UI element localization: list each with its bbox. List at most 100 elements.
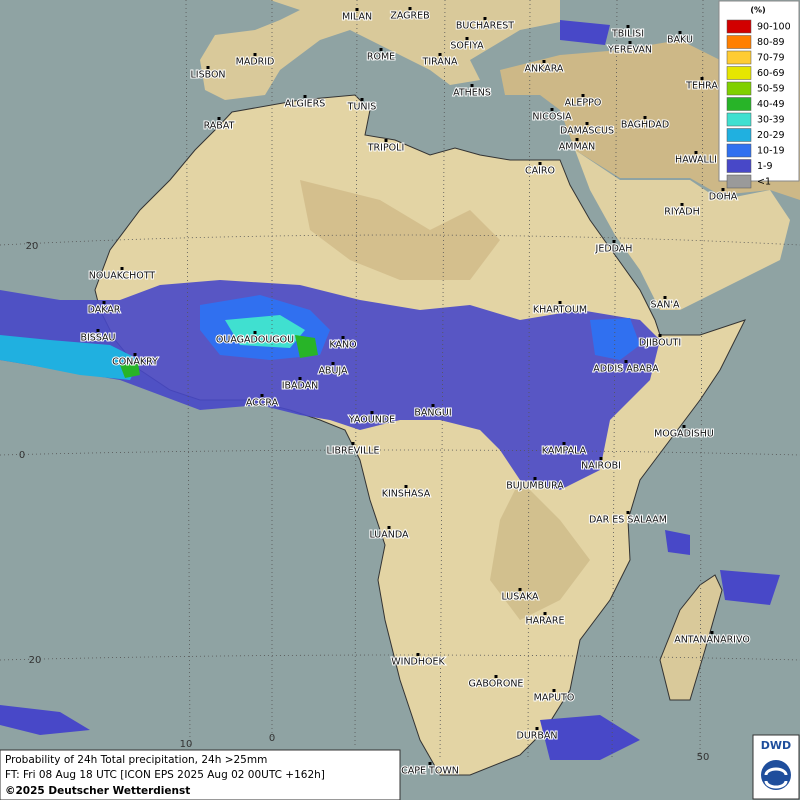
city-dot — [379, 48, 383, 51]
city-label: YEREVAN — [607, 45, 652, 56]
legend-swatch — [726, 66, 752, 80]
city-dot — [585, 122, 589, 125]
city-dot — [408, 7, 412, 10]
city-label: MAPUTO — [534, 693, 575, 704]
legend-label: 90-100 — [757, 22, 791, 33]
city-label: BANGUI — [414, 408, 451, 419]
logo-mark — [764, 767, 788, 789]
city-label: BISSAU — [80, 333, 115, 344]
city-dot — [624, 360, 628, 363]
legend-swatch — [726, 112, 752, 127]
footer-line: FT: Fri 08 Aug 18 UTC [ICON EPS 2025 Aug… — [5, 769, 325, 781]
legend-label: 70-79 — [757, 53, 785, 64]
city-label: DOHA — [709, 192, 738, 203]
precip-40-49 — [295, 335, 318, 358]
city-label: YAOUNDE — [348, 415, 395, 426]
city-dot — [120, 267, 124, 270]
city-dot — [721, 188, 725, 191]
city-dot — [428, 762, 432, 765]
city-label: MADRID — [236, 57, 275, 68]
arabia — [575, 150, 790, 310]
city-dot — [370, 411, 374, 414]
city-dot — [96, 329, 100, 332]
city-label: BAKU — [667, 35, 693, 46]
legend: 90-100 80-89 70-79 60-69 50-59 40-49 30-39 20-2… — [726, 19, 791, 189]
city-dot — [465, 37, 469, 40]
city-dot — [562, 442, 566, 445]
city-dot — [575, 138, 579, 141]
city-label: CAPE TOWN — [401, 766, 459, 777]
city-dot — [298, 377, 302, 380]
city-label: NICOSIA — [532, 112, 572, 123]
city-dot — [550, 108, 554, 111]
meridian — [611, 0, 618, 761]
legend-label: 30-39 — [757, 115, 785, 126]
city-dot — [102, 301, 106, 304]
city-dot — [663, 296, 667, 299]
city-label: MILAN — [342, 12, 372, 23]
city-label: ABUJA — [318, 366, 348, 377]
city-dot — [253, 331, 257, 334]
graticule — [0, 0, 800, 761]
lat-label: 20 — [26, 241, 39, 252]
city-label: ALEPPO — [565, 98, 602, 109]
city-dot — [533, 477, 537, 480]
legend-label: 1-9 — [757, 161, 773, 172]
city-dot — [552, 689, 556, 692]
legend-swatch — [726, 97, 752, 111]
city-dot — [599, 457, 603, 460]
city-dot — [558, 301, 562, 304]
city-label: BAGHDAD — [621, 120, 669, 131]
meridian — [185, 0, 191, 746]
footer-box — [0, 749, 401, 800]
city-dot — [431, 404, 435, 407]
relief — [300, 180, 500, 280]
city-dot — [542, 60, 546, 63]
city-label: TUNIS — [347, 102, 377, 113]
legend-label: 20-29 — [757, 130, 785, 141]
city-dot — [206, 66, 210, 69]
city-label: BUCHAREST — [456, 21, 514, 32]
precip-1-9 — [0, 280, 660, 490]
city-dot — [581, 94, 585, 97]
city-label: KINSHASA — [382, 489, 431, 500]
precip-1-9 — [560, 20, 610, 45]
city-label: LISBON — [190, 70, 225, 81]
city-dot — [694, 151, 698, 154]
city-label: ACCRA — [246, 398, 279, 409]
precipitation — [0, 20, 780, 760]
city-label: LUSAKA — [501, 592, 539, 603]
city-dot — [438, 53, 442, 56]
city-label: ZAGREB — [390, 11, 429, 22]
city-dot — [387, 526, 391, 529]
city-label: JEDDAH — [595, 244, 633, 255]
city-label: AMMAN — [559, 142, 596, 153]
precip-20-29 — [0, 335, 140, 380]
lon-label: 0 — [269, 733, 275, 744]
precip-30-39 — [225, 315, 305, 348]
labels: MILAN ZAGREB BUCHAREST TBILISI BAKU ROME SOFIY… — [19, 7, 751, 778]
parallel — [0, 449, 800, 456]
city-dot — [360, 98, 364, 101]
city-dot — [260, 394, 264, 397]
logo-mark — [761, 760, 791, 790]
city-label: DURBAN — [517, 731, 558, 742]
city-dot — [538, 162, 542, 165]
legend-label: <1 — [757, 177, 771, 188]
precip-10-19 — [590, 318, 640, 360]
meridian — [439, 0, 446, 761]
city-label: KAMPALA — [542, 446, 587, 457]
city-dot — [416, 653, 420, 656]
city-label: HAWALLI — [675, 155, 717, 166]
legend-swatch — [726, 174, 752, 189]
city-label: DAKAR — [88, 305, 121, 316]
precip-1-9 — [720, 570, 780, 605]
city-label: TRIPOLI — [367, 143, 405, 154]
meridian — [699, 0, 704, 761]
city-label: KHARTOUM — [533, 305, 587, 316]
precip-1-9 — [665, 530, 690, 555]
city-dot — [341, 336, 345, 339]
city-label: DAMASCUS — [560, 126, 614, 137]
city-label: DJIBOUTI — [639, 338, 681, 349]
